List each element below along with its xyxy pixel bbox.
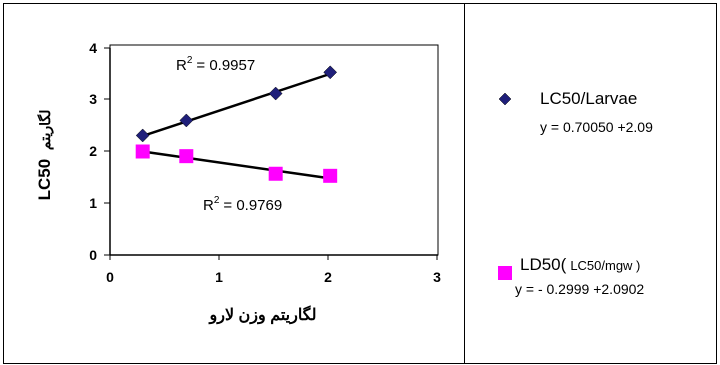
legend-equation-ld50: y = - 0.2999 +2.0902 — [515, 281, 644, 297]
y-tick-label: 0 — [89, 247, 97, 263]
data-point-ld50 — [323, 168, 338, 183]
trendline-ld50 — [142, 150, 331, 180]
legend-equation-larvae: y = 0.70050 +2.09 — [540, 119, 653, 135]
data-point-ld50 — [268, 166, 283, 181]
x-axis-ticks — [109, 255, 438, 260]
y-tick-label: 1 — [89, 195, 97, 211]
x-tick-label: 0 — [106, 269, 114, 285]
data-point-ld50 — [135, 144, 150, 159]
r2-label-ld50: R2 = 0.9769 — [203, 195, 282, 214]
y-axis-title-prefix: لگاریتم — [37, 110, 54, 150]
data-point-larvae — [135, 128, 150, 143]
y-axis-title: LC50 لگاریتم — [35, 110, 54, 201]
trendline-larvae — [142, 72, 331, 138]
x-tick-labels: 0 1 2 3 — [106, 269, 441, 285]
x-axis-title: لگاریتم وزن لارو — [209, 305, 317, 325]
r2-label-larvae: R2 = 0.9957 — [176, 55, 255, 74]
y-axis-title-main: LC50 — [35, 159, 54, 201]
r2-larvae-prefix: R — [176, 57, 187, 74]
chart-border — [3, 3, 717, 364]
r2-larvae-value: = 0.9957 — [196, 57, 255, 74]
x-tick-label: 1 — [215, 269, 223, 285]
legend-marker-diamond — [498, 92, 512, 106]
r2-ld50-value: = 0.9769 — [223, 197, 282, 214]
x-tick-label: 2 — [324, 269, 332, 285]
legend: LC50/Larvae y = 0.70050 +2.09 LD50(LC50/… — [498, 89, 653, 297]
r2-larvae-exp: 2 — [187, 55, 193, 66]
y-tick-labels: 0 1 2 3 4 — [89, 40, 97, 263]
svg-text:LC50 لگاریتم: LC50 لگاریتم — [35, 110, 54, 201]
legend-marker-square — [498, 266, 512, 280]
y-axis-ticks — [104, 47, 110, 256]
legend-label-ld50-sub: LC50/mgw ) — [570, 258, 640, 273]
plot-marks — [135, 65, 338, 183]
r2-ld50-exp: 2 — [214, 195, 220, 206]
legend-label-ld50-main: LD50( — [520, 255, 567, 274]
x-tick-label: 3 — [433, 269, 441, 285]
data-point-larvae — [179, 113, 194, 128]
legend-label-larvae: LC50/Larvae — [540, 89, 637, 108]
data-point-ld50 — [179, 149, 194, 164]
y-tick-label: 4 — [89, 40, 97, 56]
legend-label-ld50: LD50(LC50/mgw ) — [520, 255, 640, 274]
r2-ld50-prefix: R — [203, 197, 214, 214]
data-point-larvae — [323, 65, 338, 80]
y-tick-label: 3 — [89, 91, 97, 107]
data-point-larvae — [268, 86, 283, 101]
y-tick-label: 2 — [89, 143, 97, 159]
